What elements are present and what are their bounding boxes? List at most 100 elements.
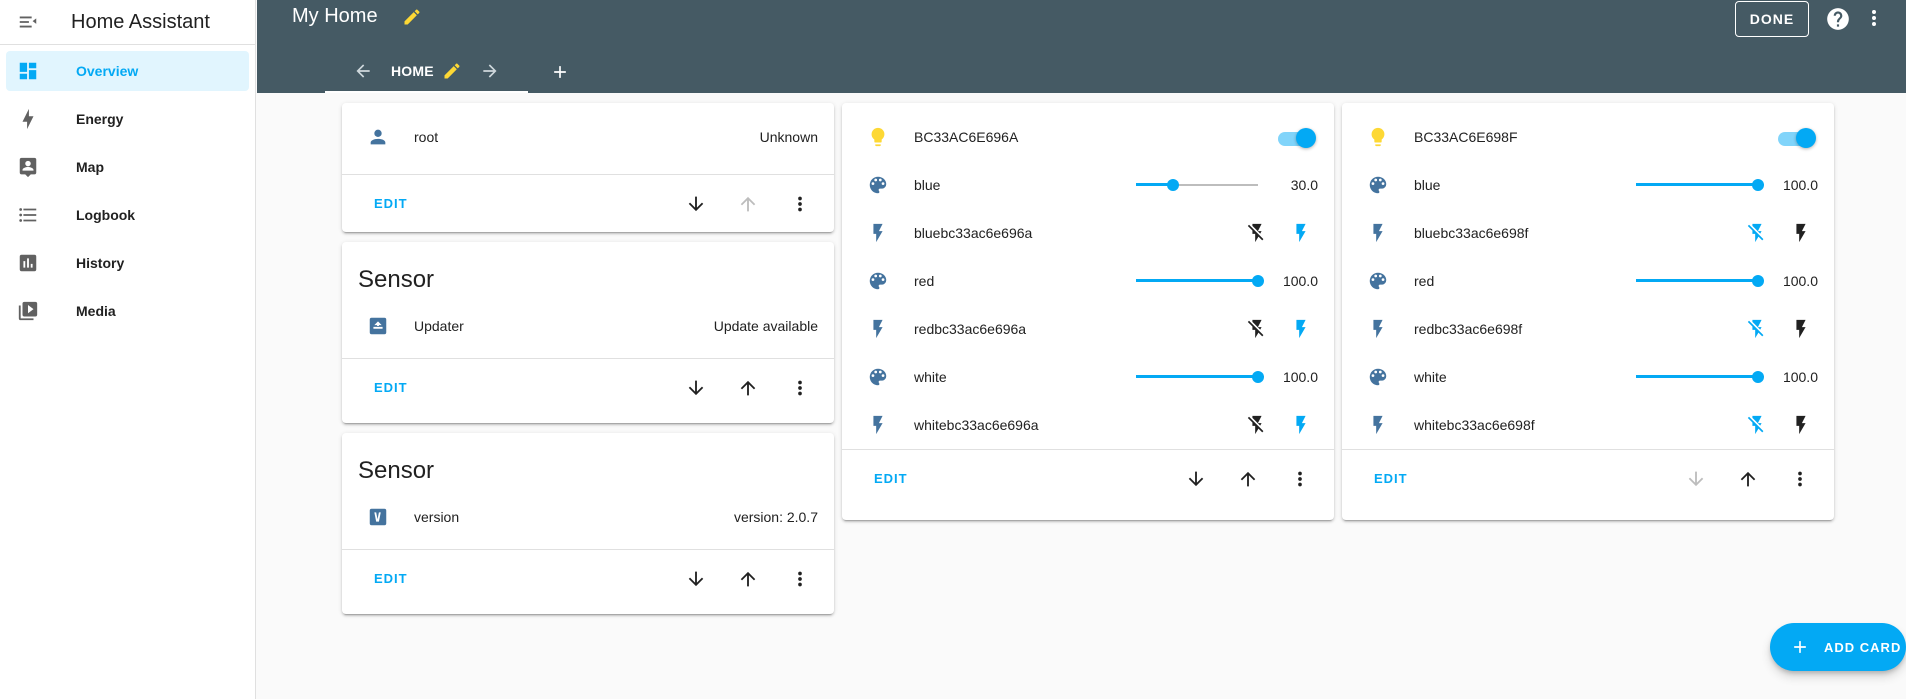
arrow-down-icon[interactable] [670, 377, 722, 399]
arrow-down-icon[interactable] [1170, 468, 1222, 490]
arrow-down-icon[interactable] [670, 568, 722, 590]
value-slider[interactable] [1136, 175, 1258, 195]
entity-name: whitebc33ac6e696a [914, 417, 1039, 433]
flash-off-icon[interactable] [1246, 222, 1268, 244]
sidebar-item-logbook[interactable]: Logbook [6, 195, 249, 235]
dots-vertical-icon[interactable] [1774, 468, 1826, 490]
done-button[interactable]: DONE [1735, 1, 1809, 37]
add-view-icon[interactable] [550, 62, 570, 82]
page-title: My Home [292, 5, 378, 27]
lightning-bolt-icon [6, 108, 50, 130]
arrow-up-icon[interactable] [722, 568, 774, 590]
arrow-up-icon[interactable] [1222, 468, 1274, 490]
sidebar-item-overview[interactable]: Overview [6, 51, 249, 91]
value-slider[interactable] [1136, 271, 1264, 291]
flash-off-icon[interactable] [1746, 414, 1768, 436]
slider-knob[interactable] [1252, 371, 1264, 383]
tab-home[interactable]: HOME [325, 50, 528, 93]
slider-value: 100.0 [1282, 273, 1318, 289]
flash-on-icon[interactable] [1790, 318, 1812, 340]
dots-vertical-icon[interactable] [774, 193, 826, 215]
palette-icon [858, 366, 898, 388]
light-toggle[interactable] [1278, 127, 1316, 148]
top-app-bar: My Home DONE HOME [257, 0, 1906, 93]
arrow-down-icon[interactable] [670, 193, 722, 215]
entity-card-light-a: BC33AC6E696A blue 30.0 bluebc33ac6e696a red… [842, 103, 1334, 520]
cloud-upload-icon [358, 315, 398, 337]
palette-icon [1358, 366, 1398, 388]
flash-on-icon[interactable] [1790, 222, 1812, 244]
edit-card-button[interactable]: EDIT [358, 571, 424, 586]
light-toggle[interactable] [1778, 127, 1816, 148]
dots-vertical-icon[interactable] [774, 568, 826, 590]
pencil-icon[interactable] [442, 61, 462, 81]
lightbulb-icon [1358, 126, 1398, 148]
edit-card-button[interactable]: EDIT [858, 471, 924, 486]
edit-card-button[interactable]: EDIT [358, 380, 424, 395]
entity-row[interactable]: root Unknown [358, 113, 818, 161]
entity-name: whitebc33ac6e698f [1414, 417, 1535, 433]
sidebar-item-label: Energy [76, 111, 124, 127]
slider-knob[interactable] [1752, 275, 1764, 287]
sidebar-item-history[interactable]: History [6, 243, 249, 283]
flash-off-icon[interactable] [1246, 414, 1268, 436]
slider-value: 100.0 [1782, 273, 1818, 289]
sidebar-item-media[interactable]: Media [6, 291, 249, 331]
scene-button-row: bluebc33ac6e698f [1358, 209, 1818, 257]
on-off-buttons [1246, 222, 1312, 244]
flash-off-icon[interactable] [1746, 222, 1768, 244]
entity-state: version: 2.0.7 [733, 509, 818, 525]
entity-state: Unknown [759, 129, 818, 145]
help-circle-icon[interactable] [1825, 6, 1851, 32]
dots-vertical-icon[interactable] [1274, 468, 1326, 490]
view-tabs: HOME [325, 50, 570, 93]
pencil-icon[interactable] [402, 7, 422, 27]
arrow-right-icon[interactable] [480, 61, 500, 81]
sidebar-item-energy[interactable]: Energy [6, 99, 249, 139]
arrow-left-icon[interactable] [353, 61, 373, 81]
value-slider[interactable] [1136, 367, 1264, 387]
value-slider[interactable] [1636, 367, 1764, 387]
add-card-label: ADD CARD [1824, 639, 1902, 655]
entity-name: redbc33ac6e696a [914, 321, 1027, 337]
light-header-row[interactable]: BC33AC6E698F [1358, 113, 1818, 161]
sidebar-item-label: History [76, 255, 125, 271]
flash-on-icon[interactable] [1290, 414, 1312, 436]
flash-on-icon[interactable] [1790, 414, 1812, 436]
slider-row: white 100.0 [858, 353, 1318, 401]
slider-knob[interactable] [1752, 179, 1764, 191]
flash-icon [858, 318, 898, 340]
slider-row: blue 100.0 [1358, 161, 1818, 209]
sidebar-item-label: Map [76, 159, 104, 175]
scene-button-row: redbc33ac6e696a [858, 305, 1318, 353]
arrow-up-icon[interactable] [722, 377, 774, 399]
palette-icon [858, 174, 898, 196]
entity-name: BC33AC6E698F [1414, 129, 1518, 145]
flash-off-icon[interactable] [1746, 318, 1768, 340]
flash-off-icon[interactable] [1246, 318, 1268, 340]
sidebar-item-map[interactable]: Map [6, 147, 249, 187]
menu-toggle-icon[interactable] [0, 0, 56, 45]
flash-on-icon[interactable] [1290, 318, 1312, 340]
card-actions: EDIT [342, 174, 834, 232]
entity-row[interactable]: Updater Update available [358, 302, 818, 350]
flash-icon [858, 222, 898, 244]
palette-icon [858, 270, 898, 292]
slider-knob[interactable] [1752, 371, 1764, 383]
flash-on-icon[interactable] [1290, 222, 1312, 244]
dots-vertical-icon[interactable] [774, 377, 826, 399]
light-header-row[interactable]: BC33AC6E696A [858, 113, 1318, 161]
entity-row[interactable]: version version: 2.0.7 [358, 493, 818, 541]
slider-knob[interactable] [1252, 275, 1264, 287]
value-slider[interactable] [1636, 175, 1764, 195]
add-card-button[interactable]: ADD CARD [1770, 623, 1906, 671]
edit-card-button[interactable]: EDIT [1358, 471, 1424, 486]
arrow-up-icon[interactable] [1722, 468, 1774, 490]
dots-vertical-icon[interactable] [1862, 6, 1886, 32]
slider-knob[interactable] [1166, 179, 1179, 191]
value-slider[interactable] [1636, 271, 1764, 291]
flash-icon [858, 414, 898, 436]
edit-card-button[interactable]: EDIT [358, 196, 424, 211]
entity-name: white [1414, 369, 1447, 385]
entity-name: red [1414, 273, 1435, 289]
